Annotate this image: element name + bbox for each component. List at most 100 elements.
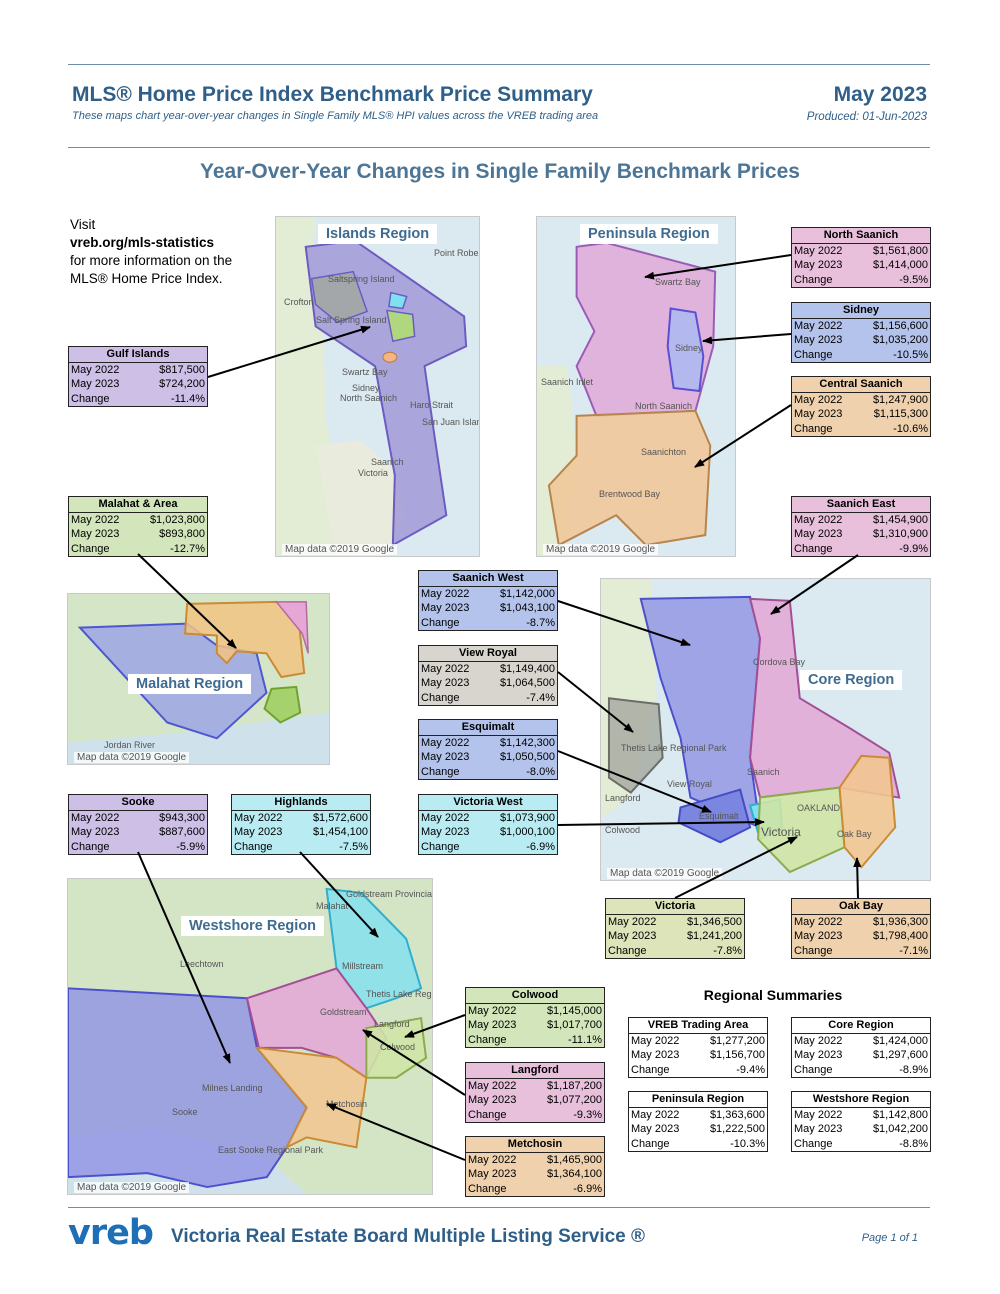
- row-value: $1,142,000: [499, 587, 555, 600]
- row-value: -7.5%: [339, 840, 368, 853]
- row-value: $1,277,200: [709, 1034, 765, 1047]
- map-place-label: Brentwood Bay: [599, 489, 661, 499]
- core-region-map: Cordova Bay Thetis Lake Regional Park Vi…: [600, 578, 931, 881]
- row-label: May 2022: [71, 811, 120, 824]
- map-place-label: Salt Spring Island: [316, 315, 387, 325]
- map-place-label: Crofton: [284, 297, 314, 307]
- row-label: Change: [234, 840, 273, 853]
- row-label: May 2022: [71, 513, 120, 526]
- row-label: Change: [794, 944, 833, 957]
- map-place-label: Colwood: [380, 1042, 416, 1052]
- row-value: -9.5%: [899, 273, 928, 286]
- stat-box-view-royal: View Royal May 2022 $1,149,400 May 2023 $1…: [418, 645, 558, 706]
- stat-box-title: Victoria West: [419, 795, 557, 811]
- row-value: $817,500: [159, 363, 205, 376]
- regional-box-peninsula: Peninsula Region May 2022 $1,363,600 May …: [628, 1091, 768, 1152]
- row-value: -10.3%: [730, 1137, 765, 1150]
- row-label: May 2022: [794, 319, 843, 332]
- regional-box-westshore: Westshore Region May 2022 $1,142,800 May …: [791, 1091, 931, 1152]
- row-value: $1,363,600: [709, 1108, 765, 1121]
- stat-box-malahat: Malahat & Area May 2022 $1,023,800 May 20…: [68, 496, 208, 557]
- map-place-label: OAKLAND: [797, 803, 841, 813]
- row-label: May 2023: [608, 930, 657, 942]
- row-label: May 2023: [468, 1168, 517, 1180]
- row-label: Change: [71, 392, 110, 405]
- row-label: Change: [794, 1063, 833, 1076]
- stat-box-title: Metchosin: [466, 1137, 604, 1153]
- row-label: May 2022: [468, 1153, 517, 1166]
- row-label: May 2022: [794, 513, 843, 526]
- row-label: Change: [794, 542, 833, 555]
- map-credit: Map data ©2019 Google: [607, 868, 723, 879]
- visit-link[interactable]: vreb.org/mls-statistics: [70, 235, 215, 250]
- row-label: May 2023: [794, 408, 843, 420]
- stat-box-oak-bay: Oak Bay May 2022 $1,936,300 May 2023 $1,79…: [791, 898, 931, 959]
- row-value: -8.7%: [526, 616, 555, 629]
- regional-box-core: Core Region May 2022 $1,424,000 May 2023 $…: [791, 1017, 931, 1078]
- row-label: Change: [421, 616, 460, 629]
- stat-box-sidney: Sidney May 2022 $1,156,600 May 2023 $1,035…: [791, 302, 931, 363]
- row-label: Change: [794, 273, 833, 286]
- top-rule: [68, 64, 930, 65]
- peninsula-region-label: Peninsula Region: [580, 224, 718, 244]
- row-label: Change: [468, 1033, 507, 1046]
- stat-box-title: Central Saanich: [792, 377, 930, 393]
- row-value: $1,465,900: [546, 1153, 602, 1166]
- row-label: May 2022: [421, 662, 470, 675]
- vreb-logo: vreb: [68, 1213, 154, 1253]
- row-label: May 2022: [421, 736, 470, 749]
- row-label: May 2023: [794, 528, 843, 540]
- row-label: May 2022: [631, 1034, 680, 1047]
- map-place-label: Jordan River: [104, 740, 156, 750]
- map-place-label: Thetis Lake Regional Park: [621, 743, 727, 753]
- map-place-label: Sidney: [352, 383, 380, 393]
- row-label: May 2023: [794, 1049, 843, 1061]
- row-value: $1,561,800: [872, 244, 928, 257]
- row-label: May 2023: [468, 1094, 517, 1106]
- map-place-label: Colwood: [605, 825, 641, 835]
- stat-box-title: Langford: [466, 1063, 604, 1079]
- stat-box-highlands: Highlands May 2022 $1,572,600 May 2023 $1,…: [231, 794, 371, 855]
- row-value: $1,297,600: [872, 1049, 928, 1061]
- row-value: $1,454,100: [312, 826, 368, 838]
- row-value: $1,424,000: [872, 1034, 928, 1047]
- row-label: May 2022: [794, 915, 843, 928]
- row-label: May 2023: [794, 259, 843, 271]
- row-label: May 2022: [631, 1108, 680, 1121]
- stat-box-title: VREB Trading Area: [629, 1018, 767, 1034]
- page-number: Page 1 of 1: [861, 1232, 918, 1244]
- row-value: -9.4%: [736, 1063, 765, 1076]
- regional-summaries-heading: Regional Summaries: [703, 987, 843, 1003]
- stat-box-title: Saanich East: [792, 497, 930, 513]
- stat-box-title: Saanich West: [419, 571, 557, 587]
- row-label: May 2023: [794, 930, 843, 942]
- stat-box-colwood: Colwood May 2022 $1,145,000 May 2023 $1,01…: [465, 987, 605, 1048]
- stat-box-title: Peninsula Region: [629, 1092, 767, 1108]
- visit-line: for more information on the: [70, 253, 233, 268]
- map-place-label: Thetis Lake Regional Par: [366, 989, 433, 999]
- map-place-label: Malahat: [316, 901, 349, 911]
- stat-box-metchosin: Metchosin May 2022 $1,465,900 May 2023 $1,…: [465, 1136, 605, 1197]
- row-value: $1,247,900: [872, 393, 928, 406]
- produced-date: Produced: 01-Jun-2023: [806, 111, 927, 123]
- map-place-label: Haro Strait: [410, 400, 454, 410]
- stat-box-title: Victoria: [606, 899, 744, 915]
- stat-box-title: Malahat & Area: [69, 497, 207, 513]
- stat-box-north-saanich: North Saanich May 2022 $1,561,800 May 202…: [791, 227, 931, 288]
- row-label: Change: [421, 840, 460, 853]
- row-label: Change: [631, 1063, 670, 1076]
- map-place-label: Oak Bay: [837, 829, 872, 839]
- map-place-label: Saanich Inlet: [541, 377, 594, 387]
- row-label: Change: [608, 944, 647, 957]
- stat-box-sooke: Sooke May 2022 $943,300 May 2023 $887,600 …: [68, 794, 208, 855]
- row-label: Change: [794, 348, 833, 361]
- row-value: $1,073,900: [499, 811, 555, 824]
- row-label: May 2023: [794, 1123, 843, 1135]
- row-label: Change: [468, 1108, 507, 1121]
- map-credit: Map data ©2019 Google: [282, 544, 398, 555]
- row-value: $1,364,100: [546, 1168, 602, 1180]
- row-label: Change: [794, 422, 833, 435]
- row-label: May 2023: [421, 602, 470, 614]
- stat-box-central-saanich: Central Saanich May 2022 $1,247,900 May 2…: [791, 376, 931, 437]
- row-value: -10.6%: [893, 422, 928, 435]
